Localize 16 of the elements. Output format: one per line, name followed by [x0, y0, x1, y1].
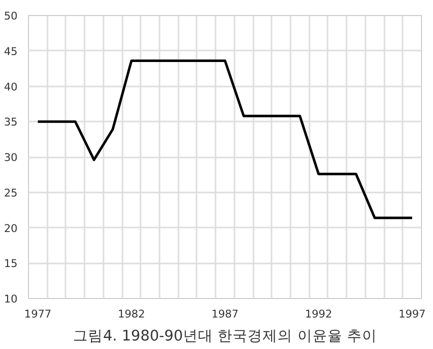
x-tick-label: 1992 [305, 308, 332, 320]
y-tick-label: 50 [4, 10, 18, 22]
y-tick-label: 15 [4, 257, 18, 270]
line-series [36, 60, 414, 220]
x-tick-label: 1982 [118, 308, 145, 320]
y-tick-label: 20 [4, 222, 18, 235]
y-tick-label: 35 [4, 116, 18, 129]
y-tick-label: 30 [4, 151, 18, 164]
y-tick-label: 10 [4, 292, 18, 306]
x-tick-label: 1987 [211, 308, 239, 320]
y-tick-label: 45 [4, 44, 18, 58]
y-tick-label: 25 [4, 186, 18, 200]
x-tick-label: 1977 [24, 308, 52, 320]
x-tick-label: 1997 [398, 308, 426, 320]
text: 그림4. 1980-90년대 한국경제의 이윤율 추이 [73, 328, 377, 344]
y-tick-label: 40 [4, 80, 18, 94]
